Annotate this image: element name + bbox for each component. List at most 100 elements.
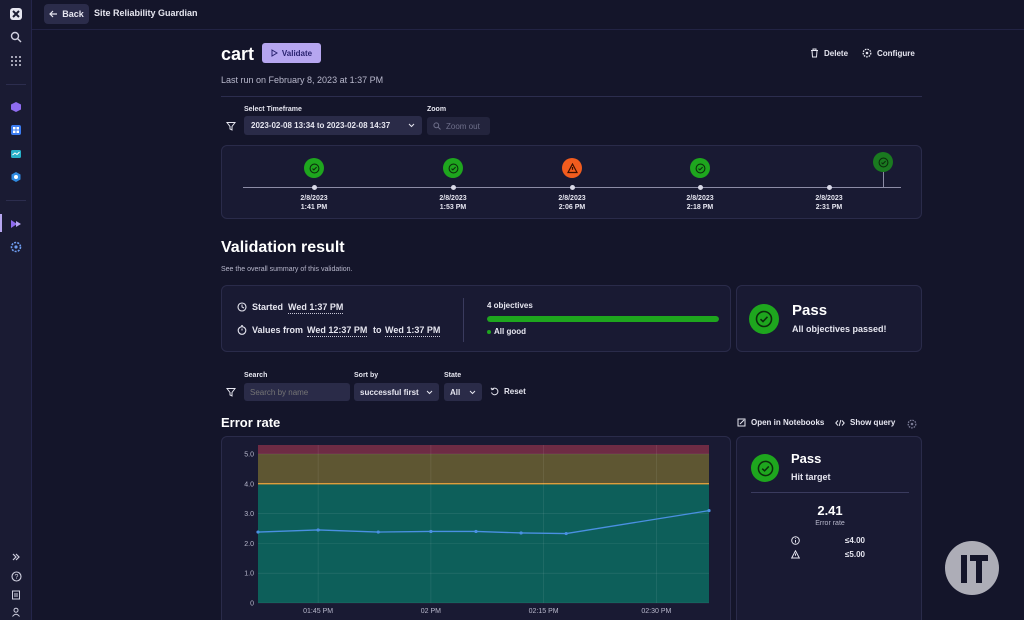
data-point bbox=[316, 528, 320, 532]
timeframe-select[interactable]: 2023-02-08 13:34 to 2023-02-08 14:37 bbox=[244, 116, 422, 135]
guardian-app-icon[interactable] bbox=[8, 216, 24, 232]
x-tick-label: 02:15 PM bbox=[529, 608, 559, 615]
data-point bbox=[564, 531, 568, 536]
validation-title: Validation result bbox=[221, 239, 345, 256]
check-circle-icon bbox=[448, 163, 458, 173]
check-circle-icon bbox=[755, 310, 773, 328]
delete-label: Delete bbox=[824, 48, 849, 58]
validation-subtitle: See the overall summary of this validati… bbox=[221, 266, 353, 273]
help-icon[interactable]: ? bbox=[8, 568, 24, 584]
reset-label: Reset bbox=[504, 387, 526, 396]
timeline-date: 2/8/2023 bbox=[439, 195, 467, 202]
status-dot bbox=[487, 330, 491, 334]
app-logo-icon[interactable] bbox=[8, 6, 24, 22]
values-from-end: Wed 1:37 PM bbox=[385, 325, 441, 337]
data-point bbox=[519, 531, 523, 535]
timeline-label: 2/8/2023 2:18 PM bbox=[675, 194, 725, 212]
fail-band bbox=[258, 445, 709, 454]
warning-threshold: ≤5.00 bbox=[845, 550, 865, 559]
filter-icon[interactable] bbox=[226, 387, 236, 397]
sidebar-divider bbox=[6, 84, 26, 85]
timeline-dot[interactable] bbox=[826, 185, 832, 190]
timeframe-label: Select Timeframe bbox=[244, 106, 302, 113]
series-line bbox=[257, 509, 710, 535]
objective-pass-badge bbox=[751, 454, 779, 482]
timeline-time: 1:41 PM bbox=[300, 204, 328, 211]
timeline-warning-badge[interactable] bbox=[562, 158, 582, 178]
timeline-time: 1:53 PM bbox=[439, 204, 467, 211]
zoom-out-label: Zoom out bbox=[446, 121, 480, 131]
sort-label: Sort by bbox=[354, 372, 379, 379]
chevron-down-icon bbox=[469, 390, 476, 395]
objectives-progress-fill bbox=[487, 316, 719, 322]
timeline-date: 2/8/2023 bbox=[300, 195, 328, 202]
objective-value-label: Error rate bbox=[815, 520, 845, 527]
x-tick-label: 02:30 PM bbox=[641, 608, 671, 615]
values-from-label: Values from bbox=[252, 325, 304, 335]
timeline-dot[interactable] bbox=[311, 185, 317, 190]
data-point bbox=[707, 508, 711, 513]
timeline-label: 2/8/2023 1:53 PM bbox=[428, 194, 478, 212]
filter-icon[interactable] bbox=[226, 121, 236, 131]
pass-band bbox=[258, 483, 709, 603]
timeline-dot[interactable] bbox=[450, 185, 456, 190]
timeline-date: 2/8/2023 bbox=[686, 195, 714, 202]
search-icon[interactable] bbox=[8, 29, 24, 45]
delete-button[interactable]: Delete bbox=[810, 48, 848, 58]
user-icon[interactable] bbox=[8, 604, 24, 620]
configure-button[interactable]: Configure bbox=[862, 48, 915, 58]
search-input[interactable] bbox=[244, 383, 350, 401]
objectives-progress-track bbox=[487, 316, 719, 322]
timeline-date: 2/8/2023 bbox=[558, 195, 586, 202]
objective-title: Error rate bbox=[221, 415, 281, 430]
timeline-pass-badge[interactable] bbox=[443, 158, 463, 178]
expand-sidebar-icon[interactable] bbox=[8, 549, 24, 565]
validate-button[interactable]: Validate bbox=[262, 43, 321, 63]
error-rate-chart: 0 1.0 2.0 3.0 4.0 5.0 01:45 PM 02 PM 02:15 PM 02:… bbox=[244, 445, 711, 615]
hexagon-app-icon[interactable] bbox=[8, 169, 24, 185]
info-icon bbox=[791, 536, 800, 545]
timeline-dot[interactable] bbox=[697, 185, 703, 190]
monitor-app-icon[interactable] bbox=[8, 146, 24, 162]
zoom-out-button[interactable]: Zoom out bbox=[427, 117, 490, 135]
svg-text:?: ? bbox=[14, 574, 18, 581]
timeline-pass-badge[interactable] bbox=[690, 158, 710, 178]
warning-triangle-icon bbox=[566, 162, 578, 173]
watermark-logo-icon bbox=[945, 541, 999, 595]
state-select[interactable]: All bbox=[444, 383, 482, 401]
active-indicator bbox=[0, 214, 2, 232]
timeline-dot[interactable] bbox=[569, 185, 575, 190]
show-query-button[interactable]: Show query bbox=[835, 418, 895, 427]
current-run-marker[interactable] bbox=[873, 152, 893, 172]
sort-select[interactable]: successful first bbox=[354, 383, 439, 401]
settings-gear-icon[interactable] bbox=[8, 239, 24, 255]
back-button[interactable]: Back bbox=[44, 4, 89, 24]
timeline-time: 2:18 PM bbox=[686, 204, 714, 211]
check-circle-icon bbox=[757, 460, 773, 476]
notes-icon[interactable] bbox=[8, 587, 24, 603]
clock-icon bbox=[237, 302, 247, 312]
data-point bbox=[376, 530, 380, 534]
warning-icon bbox=[791, 550, 800, 559]
reset-button[interactable]: Reset bbox=[490, 387, 526, 396]
cube-app-icon[interactable] bbox=[8, 99, 24, 115]
result-detail: All objectives passed! bbox=[792, 324, 887, 334]
timeline-time: 2:06 PM bbox=[558, 204, 586, 211]
last-run-text: Last run on February 8, 2023 at 1:37 PM bbox=[221, 75, 384, 85]
top-bar: Back Site Reliability Guardian bbox=[32, 0, 1024, 30]
apps-grid-icon[interactable] bbox=[8, 53, 24, 69]
open-notebooks-button[interactable]: Open in Notebooks bbox=[737, 418, 824, 427]
arrow-left-icon bbox=[49, 10, 58, 18]
summary-divider bbox=[463, 298, 464, 342]
state-value: All bbox=[450, 387, 461, 397]
dashboard-app-icon[interactable] bbox=[8, 122, 24, 138]
timeline-label: 2/8/2023 1:41 PM bbox=[289, 194, 339, 212]
timeline-pass-badge[interactable] bbox=[304, 158, 324, 178]
zoom-label: Zoom bbox=[427, 106, 447, 113]
check-circle-icon bbox=[695, 163, 705, 173]
objective-settings-icon[interactable] bbox=[907, 419, 917, 429]
reset-icon bbox=[490, 387, 499, 396]
result-divider bbox=[751, 492, 909, 493]
timeline-card: 2/8/2023 1:41 PM 2/8/2023 1:53 PM 2/8/2023 2:… bbox=[221, 145, 922, 219]
code-icon bbox=[835, 419, 845, 426]
